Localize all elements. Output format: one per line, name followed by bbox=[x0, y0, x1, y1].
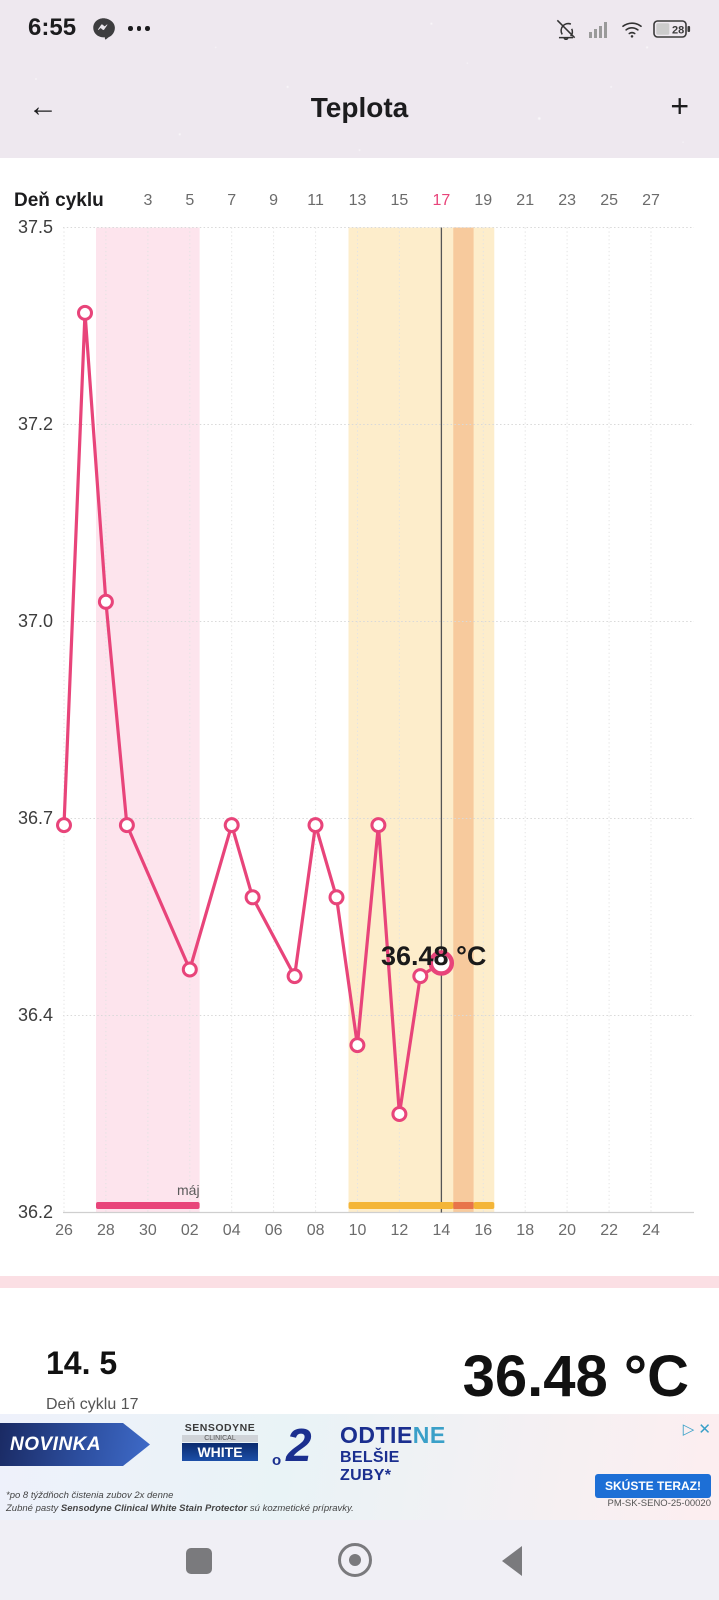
svg-text:36.4: 36.4 bbox=[18, 1005, 53, 1025]
svg-text:37.0: 37.0 bbox=[18, 611, 53, 631]
svg-text:36.2: 36.2 bbox=[18, 1202, 53, 1220]
svg-text:37.5: 37.5 bbox=[18, 217, 53, 237]
svg-text:37.2: 37.2 bbox=[18, 414, 53, 434]
svg-text:28: 28 bbox=[672, 25, 684, 37]
svg-text:36.7: 36.7 bbox=[18, 808, 53, 828]
